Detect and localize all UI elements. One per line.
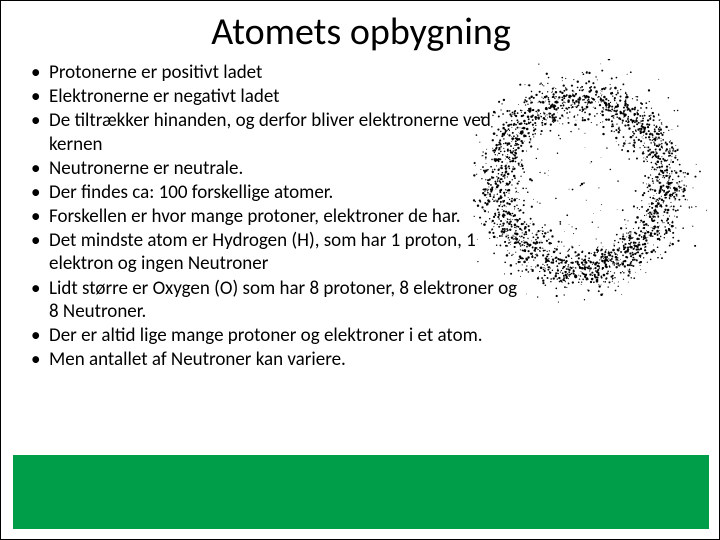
content-area: Protonerne er positivt ladet Elektronern… xyxy=(29,61,529,372)
bullet-list: Protonerne er positivt ladet Elektronern… xyxy=(29,61,529,371)
list-item: Protonerne er positivt ladet xyxy=(29,61,529,84)
list-item: Elektronerne er negativt ladet xyxy=(29,85,529,108)
slide-title: Atomets opbygning xyxy=(1,9,720,55)
list-item: De tiltrækker hinanden, og derfor bliver… xyxy=(29,109,529,155)
list-item: Det mindste atom er Hydrogen (H), som ha… xyxy=(29,229,529,275)
footer-bar xyxy=(13,455,709,529)
list-item: Forskellen er hvor mange protoner, elekt… xyxy=(29,205,529,228)
list-item: Der findes ca: 100 forskellige atomer. xyxy=(29,181,529,204)
slide: Atomets opbygning Protonerne er positivt… xyxy=(0,0,720,540)
list-item: Neutronerne er neutrale. xyxy=(29,157,529,180)
list-item: Lidt større er Oxygen (O) som har 8 prot… xyxy=(29,277,529,323)
atom-electron-cloud-image xyxy=(457,59,707,309)
list-item: Men antallet af Neutroner kan variere. xyxy=(29,348,529,371)
list-item: Der er altid lige mange protoner og elek… xyxy=(29,324,529,347)
